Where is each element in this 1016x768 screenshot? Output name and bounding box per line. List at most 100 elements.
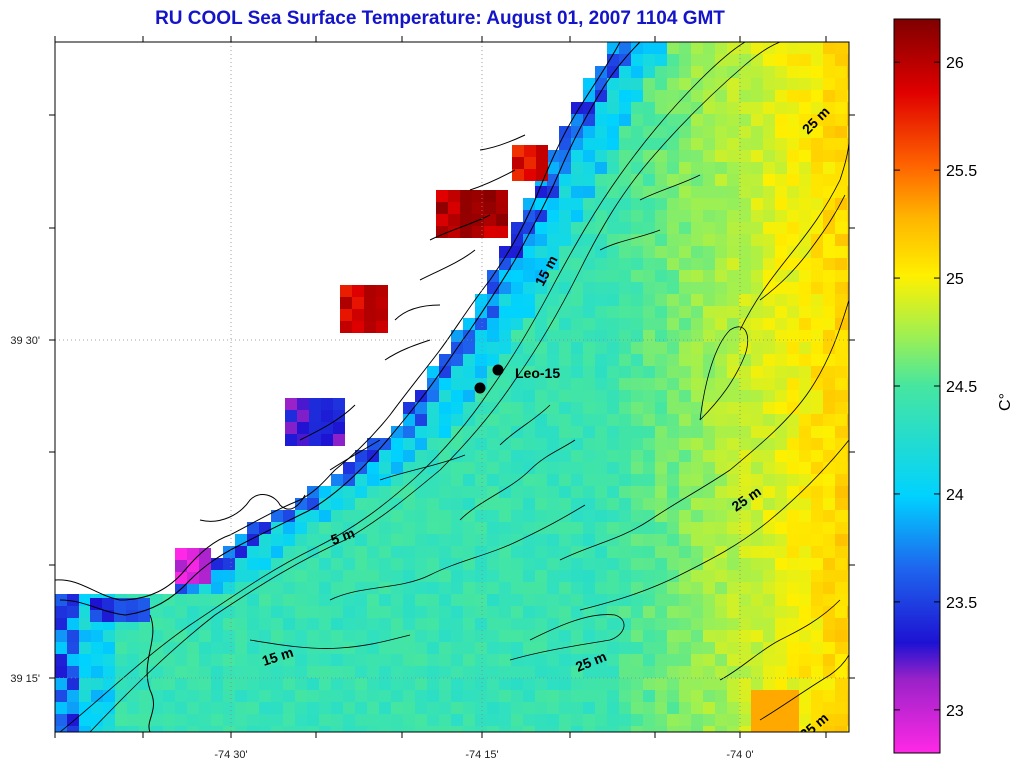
sst-cell bbox=[715, 114, 727, 126]
sst-cell bbox=[259, 618, 271, 630]
sst-cell bbox=[703, 306, 715, 318]
sst-cell bbox=[607, 510, 619, 522]
sst-cell bbox=[583, 486, 595, 498]
sst-cell bbox=[619, 450, 631, 462]
sst-cell bbox=[427, 546, 439, 558]
sst-cell bbox=[607, 714, 619, 726]
sst-cell bbox=[523, 306, 535, 318]
sst-cell bbox=[787, 570, 799, 582]
sst-cell bbox=[667, 558, 679, 570]
sst-cell bbox=[607, 414, 619, 426]
sst-cell bbox=[643, 66, 655, 78]
sst-cell bbox=[727, 282, 739, 294]
sst-cell bbox=[847, 462, 849, 474]
sst-cell bbox=[631, 726, 643, 732]
sst-cell bbox=[847, 546, 849, 558]
sst-cell bbox=[439, 726, 451, 732]
sst-cell bbox=[643, 414, 655, 426]
sst-cell bbox=[739, 678, 751, 690]
sst-cell bbox=[619, 174, 631, 186]
sst-cell bbox=[523, 402, 535, 414]
sst-cell bbox=[715, 318, 727, 330]
sst-cell bbox=[343, 486, 355, 498]
sst-cell bbox=[823, 246, 835, 258]
sst-cell bbox=[619, 222, 631, 234]
sst-cell bbox=[547, 378, 559, 390]
sst-cell bbox=[703, 42, 715, 54]
sst-cell bbox=[319, 690, 331, 702]
sst-cell bbox=[415, 714, 427, 726]
sst-cell bbox=[799, 78, 811, 90]
sst-cell bbox=[655, 42, 667, 54]
sst-cell bbox=[595, 282, 607, 294]
sst-cell bbox=[847, 714, 849, 726]
sst-cell bbox=[679, 282, 691, 294]
sst-cell bbox=[751, 306, 763, 318]
sst-cell bbox=[679, 618, 691, 630]
sst-cell bbox=[715, 570, 727, 582]
sst-cell bbox=[583, 390, 595, 402]
sst-cell bbox=[571, 522, 583, 534]
sst-cell bbox=[583, 234, 595, 246]
sst-cell bbox=[775, 522, 787, 534]
sst-cell bbox=[715, 234, 727, 246]
sst-cell bbox=[175, 618, 187, 630]
sst-cell bbox=[679, 186, 691, 198]
sst-cell bbox=[331, 510, 343, 522]
sst-cell bbox=[823, 102, 835, 114]
sst-cell bbox=[727, 66, 739, 78]
sst-cell bbox=[607, 726, 619, 732]
sst-cell bbox=[67, 678, 79, 690]
sst-cell bbox=[223, 702, 235, 714]
sst-cell bbox=[775, 666, 787, 678]
sst-cell bbox=[751, 486, 763, 498]
sst-cell bbox=[703, 522, 715, 534]
sst-cell bbox=[295, 558, 307, 570]
sst-cell bbox=[763, 42, 775, 54]
sst-cell bbox=[187, 606, 199, 618]
sst-cell bbox=[667, 378, 679, 390]
sst-cell bbox=[535, 438, 547, 450]
sst-cell bbox=[727, 714, 739, 726]
sst-cell bbox=[643, 366, 655, 378]
sst-cell bbox=[607, 654, 619, 666]
sst-cell bbox=[811, 282, 823, 294]
sst-cell bbox=[703, 282, 715, 294]
sst-cell bbox=[643, 210, 655, 222]
sst-cell bbox=[787, 426, 799, 438]
sst-cell bbox=[643, 294, 655, 306]
sst-cell bbox=[364, 309, 376, 321]
colorbar-tick-label: 23.5 bbox=[946, 595, 977, 612]
sst-cell bbox=[367, 582, 379, 594]
sst-cell bbox=[763, 486, 775, 498]
sst-cell bbox=[667, 318, 679, 330]
sst-cell bbox=[475, 474, 487, 486]
sst-cell bbox=[331, 654, 343, 666]
sst-cell bbox=[667, 54, 679, 66]
sst-cell bbox=[439, 690, 451, 702]
sst-cell bbox=[523, 342, 535, 354]
sst-cell bbox=[499, 606, 511, 618]
sst-cell bbox=[511, 390, 523, 402]
sst-cell bbox=[643, 570, 655, 582]
sst-cell bbox=[835, 234, 847, 246]
sst-cell bbox=[811, 654, 823, 666]
sst-cell bbox=[415, 606, 427, 618]
sst-cell bbox=[799, 162, 811, 174]
sst-cell bbox=[835, 462, 847, 474]
sst-cell bbox=[811, 702, 823, 714]
sst-cell bbox=[799, 642, 811, 654]
sst-cell bbox=[811, 90, 823, 102]
sst-cell bbox=[631, 150, 643, 162]
sst-cell bbox=[535, 486, 547, 498]
sst-cell bbox=[739, 546, 751, 558]
sst-cell bbox=[811, 522, 823, 534]
sst-cell bbox=[751, 498, 763, 510]
sst-cell bbox=[607, 90, 619, 102]
sst-cell bbox=[739, 690, 751, 702]
sst-cell bbox=[379, 726, 391, 732]
sst-cell bbox=[259, 594, 271, 606]
sst-cell bbox=[763, 66, 775, 78]
sst-cell bbox=[475, 318, 487, 330]
sst-cell bbox=[787, 390, 799, 402]
